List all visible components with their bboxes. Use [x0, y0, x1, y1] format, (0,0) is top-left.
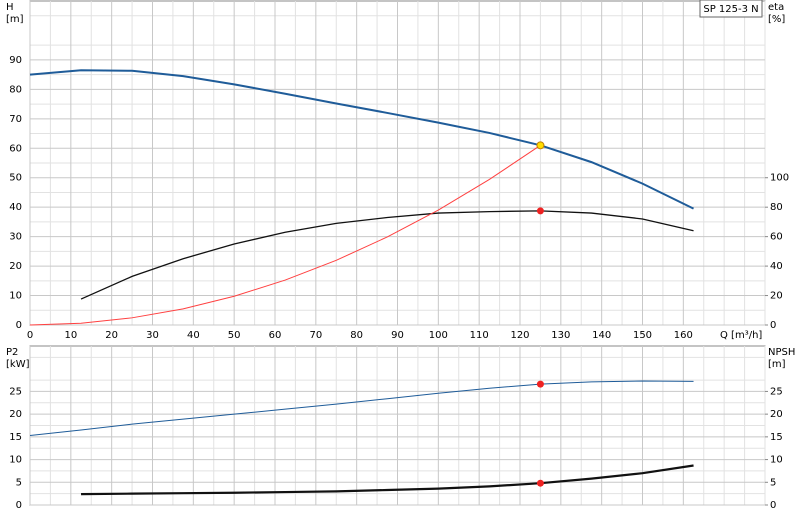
x-tick-label: 140 [592, 330, 611, 341]
chart-title: SP 125-3 N [703, 4, 758, 15]
x-tick-label: 70 [309, 330, 322, 341]
y-tick-label: 25 [9, 386, 22, 397]
x-tick-label: 30 [146, 330, 159, 341]
x-tick-label: 0 [27, 330, 33, 341]
duty-point [536, 141, 545, 150]
y2-tick-label: 40 [770, 261, 783, 272]
y-tick-label: 10 [9, 291, 22, 302]
curve [29, 144, 541, 326]
x-axis-label: Q [m³/h] [720, 330, 762, 341]
x-tick-label: 120 [510, 330, 529, 341]
x-tick-label: 100 [429, 330, 448, 341]
y2-axis-label: NPSH [768, 347, 795, 358]
y-tick-label: 50 [9, 173, 22, 184]
y-axis-label: [m] [6, 14, 24, 25]
y2-axis-label: [%] [768, 14, 785, 25]
y-tick-label: 20 [9, 261, 22, 272]
y2-tick-label: 20 [770, 409, 783, 420]
y2-tick-label: 25 [770, 386, 783, 397]
x-tick-label: 150 [633, 330, 652, 341]
x-tick-label: 50 [228, 330, 241, 341]
y-axis-label: [kW] [6, 359, 30, 370]
y-tick-label: 0 [16, 320, 22, 331]
x-tick-label: 10 [64, 330, 77, 341]
y-tick-label: 5 [16, 477, 22, 488]
y-tick-label: 40 [9, 202, 22, 213]
y2-tick-label: 20 [770, 291, 783, 302]
duty-point [536, 380, 544, 388]
curve [81, 464, 694, 496]
y2-tick-label: 15 [770, 432, 783, 443]
y2-tick-label: 100 [770, 173, 789, 184]
y2-tick-label: 5 [770, 477, 776, 488]
duty-point [536, 479, 544, 487]
curve [29, 380, 694, 436]
y-tick-label: 70 [9, 114, 22, 125]
y2-tick-label: 0 [770, 500, 776, 511]
y-tick-label: 90 [9, 55, 22, 66]
y-tick-label: 80 [9, 84, 22, 95]
y2-tick-label: 60 [770, 232, 783, 243]
curve [29, 69, 694, 210]
x-tick-label: 160 [674, 330, 693, 341]
y2-axis-label: eta [768, 2, 784, 13]
x-tick-label: 130 [551, 330, 570, 341]
x-tick-label: 110 [470, 330, 489, 341]
x-tick-label: 40 [187, 330, 200, 341]
y2-axis-label: [m] [768, 359, 786, 370]
y2-tick-label: 80 [770, 202, 783, 213]
y-tick-label: 0 [16, 500, 22, 511]
y-tick-label: 30 [9, 232, 22, 243]
duty-point [536, 207, 544, 215]
y2-tick-label: 0 [770, 320, 776, 331]
curve [80, 210, 694, 300]
x-tick-label: 60 [269, 330, 282, 341]
y-tick-label: 60 [9, 143, 22, 154]
x-tick-label: 20 [105, 330, 118, 341]
y-tick-label: 10 [9, 455, 22, 466]
y-axis-label: P2 [6, 347, 18, 358]
y2-tick-label: 10 [770, 455, 783, 466]
y-tick-label: 20 [9, 409, 22, 420]
title-box [699, 0, 763, 18]
y-axis-label: H [6, 2, 14, 13]
x-tick-label: 80 [350, 330, 363, 341]
x-tick-label: 90 [391, 330, 404, 341]
y-tick-label: 15 [9, 432, 22, 443]
